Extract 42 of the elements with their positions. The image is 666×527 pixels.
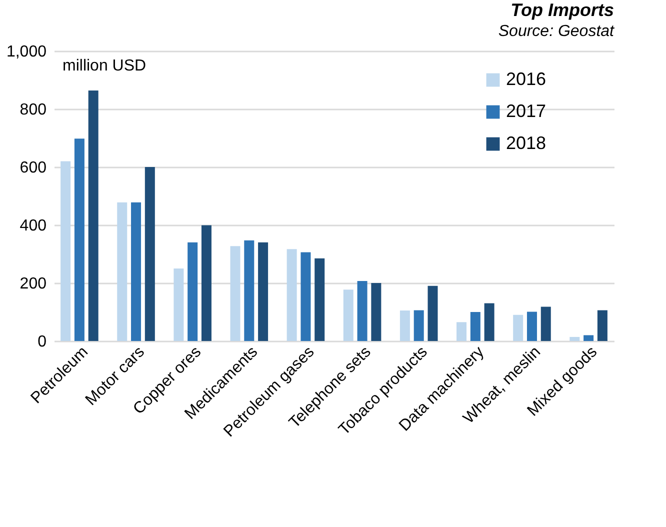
bar [343, 290, 354, 341]
bar [286, 249, 297, 341]
bar [74, 138, 84, 341]
y-tick-label: 600 [20, 160, 47, 176]
bar [201, 225, 212, 341]
bar [60, 161, 71, 341]
bar [300, 252, 311, 341]
bar [371, 283, 382, 341]
bar [526, 312, 537, 341]
legend-label: 2017 [506, 101, 546, 121]
bar [258, 242, 268, 341]
bar [597, 310, 608, 341]
bar [244, 240, 254, 341]
source-note: Source: Geostat [498, 23, 615, 40]
bar [540, 306, 551, 341]
bar [584, 335, 594, 341]
bar [428, 286, 438, 341]
bar [230, 246, 240, 341]
bar [470, 312, 480, 341]
y-tick-label: 800 [20, 102, 47, 118]
y-tick-label: 200 [20, 276, 47, 292]
legend-label: 2016 [506, 69, 546, 89]
bar [188, 242, 198, 341]
y-tick-label: 400 [20, 218, 47, 234]
bar [484, 303, 494, 341]
bar [117, 202, 128, 341]
bar [131, 202, 142, 341]
y-axis-title: million USD [62, 58, 146, 74]
bar [88, 90, 98, 341]
chart-title: Top Imports [510, 0, 614, 20]
bar [174, 268, 184, 341]
bar [570, 336, 580, 341]
bar [314, 258, 325, 341]
bar [144, 167, 155, 341]
y-tick-label: 0 [38, 334, 47, 350]
legend-label: 2018 [506, 133, 546, 153]
bar [357, 280, 368, 341]
bar [456, 322, 467, 341]
y-tick-label: 1,000 [6, 44, 47, 60]
bar [513, 314, 524, 341]
bar [400, 310, 410, 341]
bar [414, 310, 424, 341]
